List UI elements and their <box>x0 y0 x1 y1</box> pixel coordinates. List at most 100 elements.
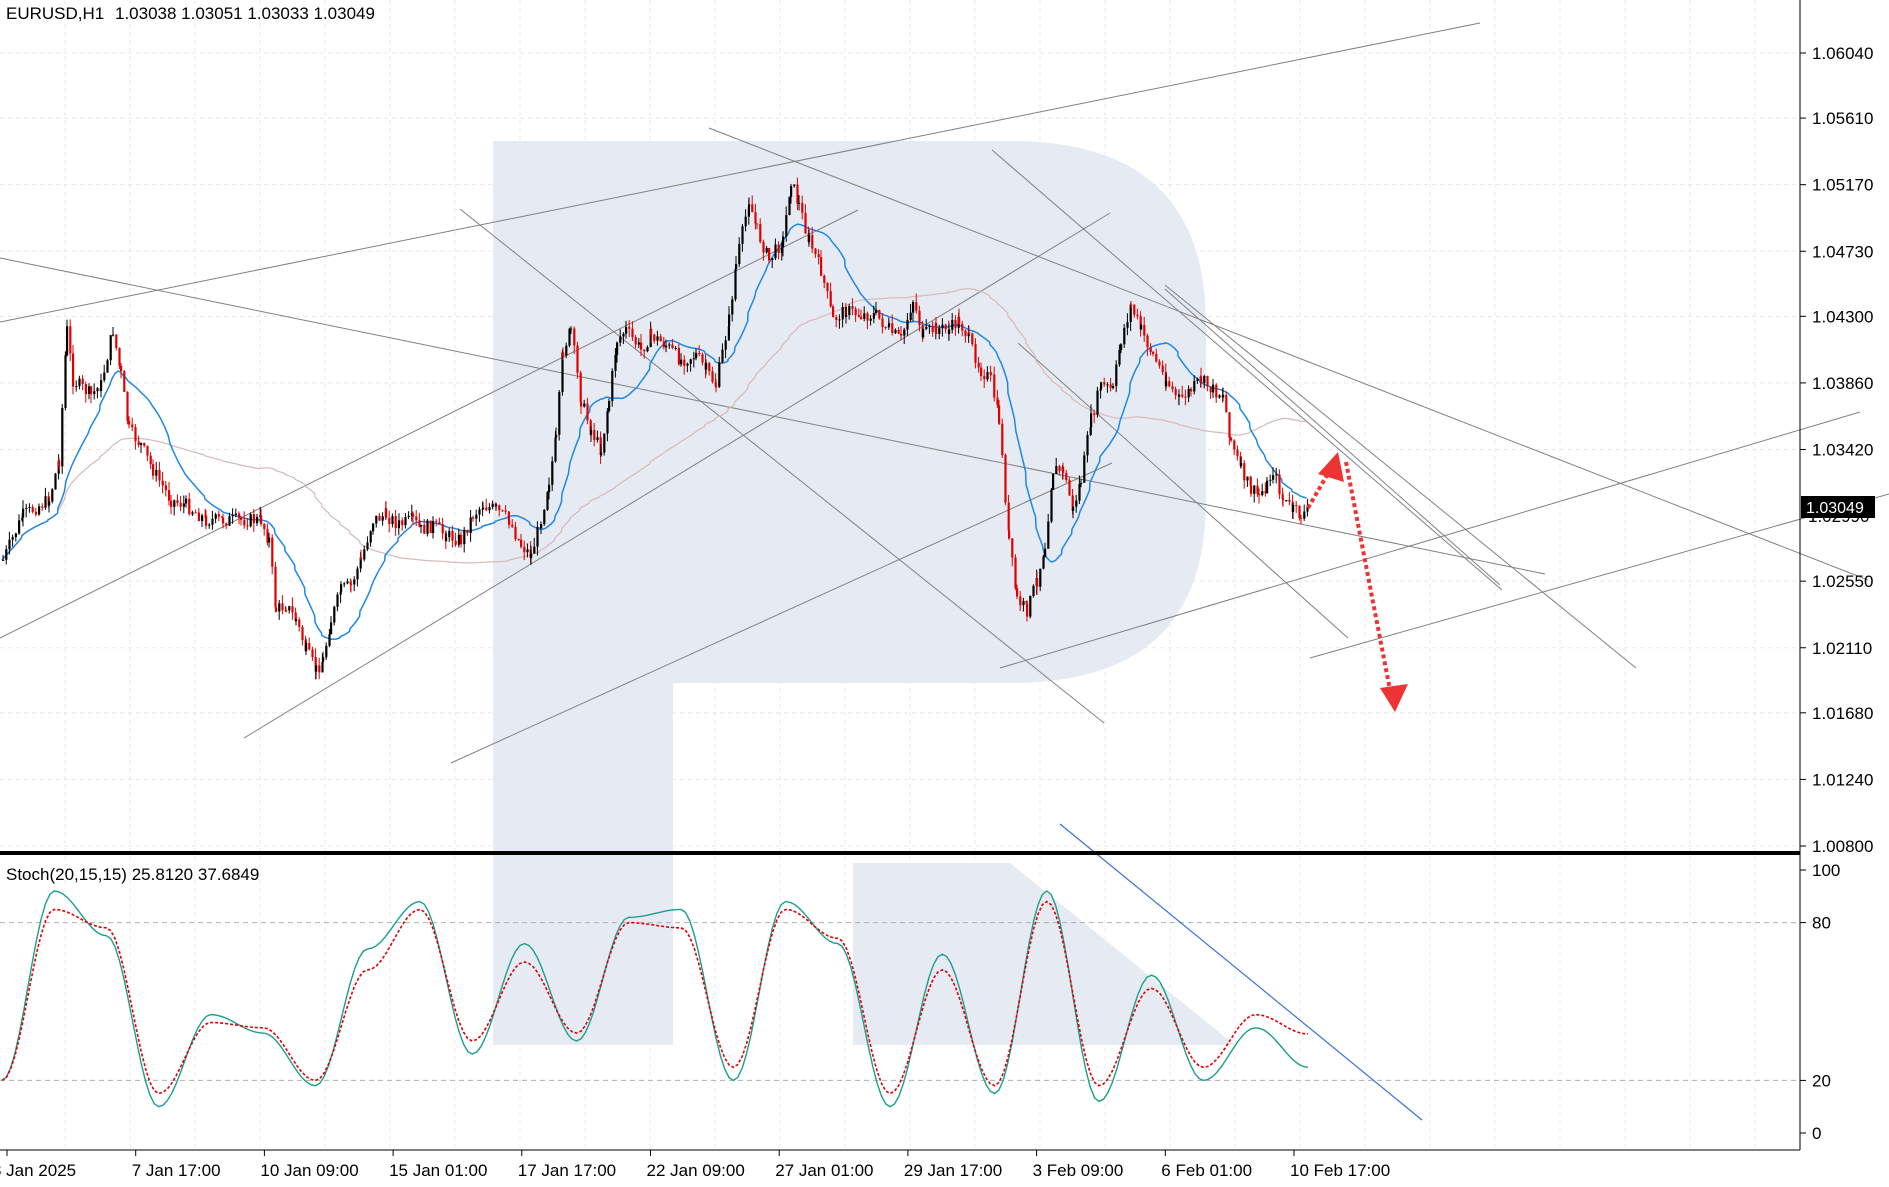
candle-body <box>600 452 603 456</box>
candle-body <box>918 310 921 326</box>
trendline[interactable] <box>459 208 1105 724</box>
candle-body <box>583 403 586 407</box>
stoch-tick-label: 100 <box>1812 861 1840 880</box>
candle-body <box>281 603 284 611</box>
candle-body <box>668 344 671 346</box>
candle-body <box>249 514 252 527</box>
candle-body <box>683 359 686 366</box>
candle-body <box>1218 395 1221 398</box>
candle-body <box>1068 480 1071 496</box>
stoch-trendline[interactable] <box>1059 823 1423 1121</box>
trendline[interactable] <box>991 149 1503 591</box>
candle-body <box>728 314 731 327</box>
candle-body <box>1225 394 1228 413</box>
candle-body <box>533 546 536 554</box>
candle-body <box>1184 396 1187 398</box>
candle-body <box>457 534 460 545</box>
candle-body <box>838 319 841 321</box>
candle-body <box>221 516 224 518</box>
candle-body <box>1155 353 1158 362</box>
candle-body <box>205 515 208 526</box>
candle-body <box>336 594 339 607</box>
candle-body <box>1256 485 1259 494</box>
candle-body <box>271 537 274 567</box>
candle-body <box>780 247 783 253</box>
candle-body <box>96 388 99 392</box>
candle-body <box>243 519 246 526</box>
candle-body <box>350 583 353 585</box>
candle-body <box>41 506 44 508</box>
candle-body <box>429 520 432 533</box>
candle-body <box>72 353 75 387</box>
candle-body <box>1285 499 1288 501</box>
candle-body <box>143 443 146 446</box>
candle-body <box>1112 386 1115 388</box>
candle-body <box>608 400 611 412</box>
candle-body <box>941 324 944 329</box>
candle-body <box>845 314 848 317</box>
candle-body <box>140 443 143 446</box>
candle-body <box>84 384 87 394</box>
candle-body <box>356 568 359 580</box>
candle-body <box>1143 324 1146 336</box>
watermark-logo <box>493 141 1235 1045</box>
candle-body <box>1016 588 1019 597</box>
trendline[interactable] <box>1164 284 1637 669</box>
trendline[interactable] <box>1164 288 1501 586</box>
candle-body <box>1288 499 1291 502</box>
candle-body <box>958 316 961 324</box>
stoch-main-line <box>1 890 1309 1108</box>
candle-body <box>1228 412 1231 438</box>
candle-body <box>66 326 69 356</box>
candle-body <box>75 386 78 388</box>
trendline[interactable] <box>0 257 1546 575</box>
trendline[interactable] <box>450 462 1113 764</box>
candle-body <box>928 326 931 328</box>
candle-body <box>301 626 304 641</box>
candle-body <box>401 520 404 526</box>
candle-body <box>1258 493 1261 495</box>
candle-body <box>240 517 243 520</box>
candle-body <box>88 386 91 394</box>
trendline[interactable] <box>0 209 859 639</box>
candle-body <box>48 501 51 506</box>
trendline[interactable] <box>1309 493 1889 659</box>
price-tick-label: 1.01240 <box>1812 770 1873 789</box>
candle-body <box>81 378 84 385</box>
candle-body <box>1099 388 1102 391</box>
trendlines[interactable] <box>0 22 1889 764</box>
candle-body <box>1042 556 1045 569</box>
candle-body <box>1209 386 1212 393</box>
price-tick-label: 1.04730 <box>1812 242 1873 261</box>
candle-body <box>274 566 277 608</box>
candle-body <box>1044 548 1047 557</box>
trendline[interactable] <box>999 411 1861 669</box>
candle-body <box>438 522 441 525</box>
candle-body <box>614 354 617 371</box>
trendline[interactable] <box>0 22 1481 323</box>
trendline[interactable] <box>708 127 1869 581</box>
candle-body <box>315 665 318 672</box>
candle-body <box>407 515 410 517</box>
candle-body <box>977 362 980 368</box>
candle-body <box>801 202 804 213</box>
trendline[interactable] <box>243 212 1111 739</box>
candle-body <box>152 464 155 476</box>
candle-body <box>1071 495 1074 511</box>
price-tick-label: 1.05170 <box>1812 176 1873 195</box>
candle-body <box>11 537 14 540</box>
candle-body <box>692 358 695 360</box>
trendline[interactable] <box>1017 342 1349 639</box>
candle-body <box>5 549 8 560</box>
candle-body <box>501 510 504 512</box>
candle-body <box>634 337 637 345</box>
candle-body <box>1080 482 1083 485</box>
candle-body <box>1306 505 1309 512</box>
time-tick-label: 3 Feb 09:00 <box>1033 1161 1124 1180</box>
candle-body <box>246 525 249 527</box>
candle-body <box>1065 472 1068 481</box>
candle-body <box>922 329 925 338</box>
candle-body <box>222 517 225 524</box>
candle-body <box>1026 603 1029 617</box>
candle-body <box>721 349 724 363</box>
